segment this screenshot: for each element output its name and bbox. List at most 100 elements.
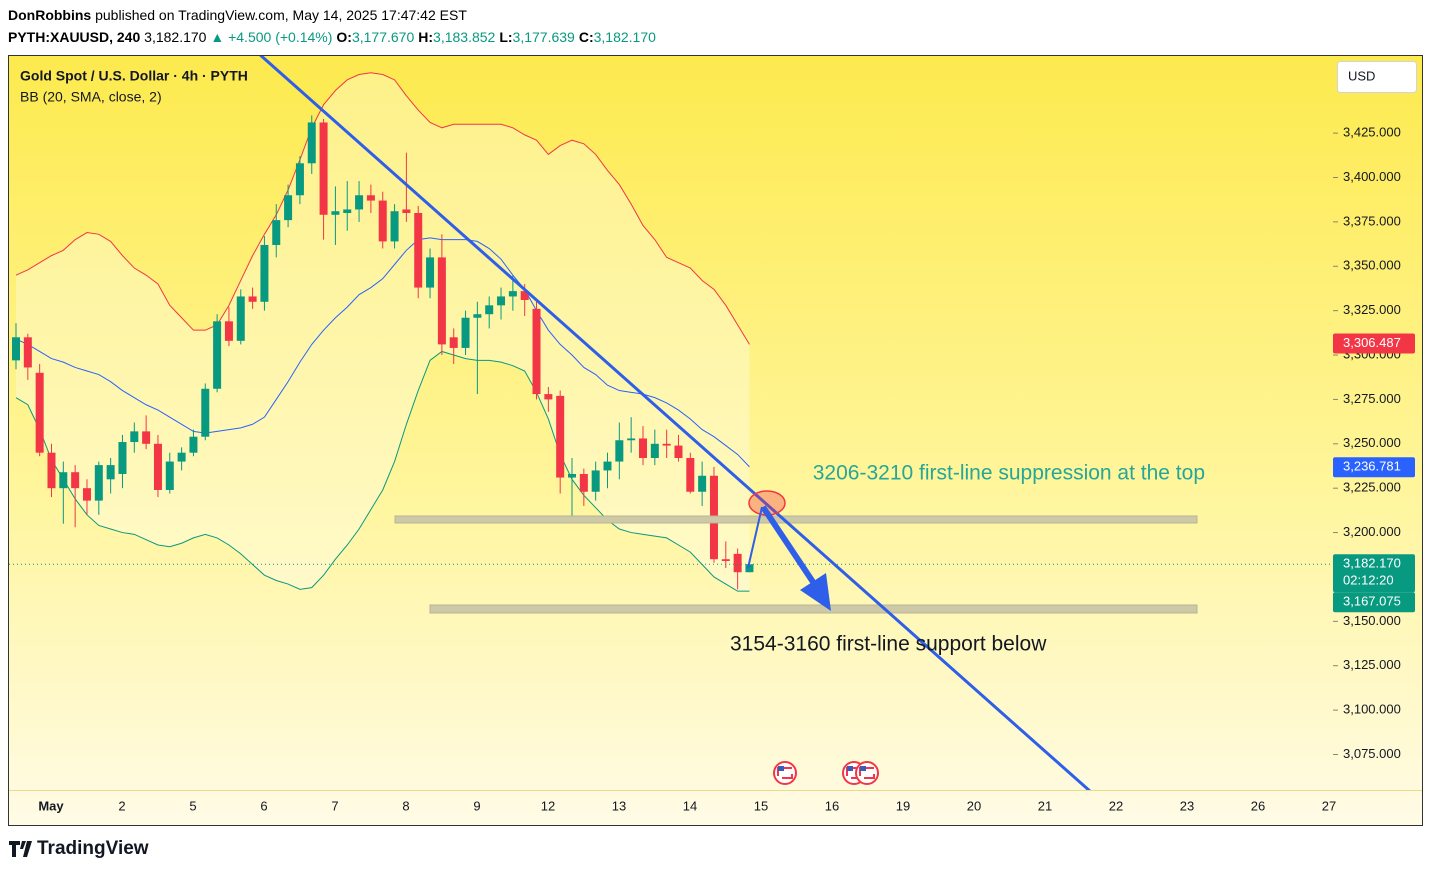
candle-body — [142, 431, 151, 444]
candle-body — [638, 438, 647, 459]
candle-body — [153, 443, 162, 490]
y-tick-label: 3,125.000 — [1343, 657, 1401, 672]
zone — [394, 515, 1198, 524]
band-line — [15, 350, 750, 592]
ohlc-value: 3,183.852 — [433, 29, 495, 45]
chart-title: Gold Spot / U.S. Dollar · 4h · PYTH — [20, 68, 248, 84]
candle-body — [650, 443, 659, 459]
candle-body — [579, 473, 588, 492]
annotation: 3206-3210 first-line suppression at the … — [813, 462, 1205, 485]
candle-body — [390, 211, 399, 242]
candle-body — [343, 209, 352, 214]
candle-body — [12, 337, 20, 361]
currency[interactable]: USD — [1348, 68, 1375, 83]
x-tick-label: 2 — [118, 798, 125, 813]
event-flag-stripes — [859, 767, 875, 779]
candle-body — [686, 458, 695, 492]
candle-body — [106, 465, 115, 480]
candle-body — [35, 372, 44, 453]
candle-body — [745, 564, 754, 573]
zone — [429, 604, 1198, 614]
candle-body — [82, 488, 91, 501]
price-label: 3,306.487 — [1343, 335, 1401, 350]
candle-body — [59, 472, 68, 489]
price-label-box — [1333, 592, 1415, 613]
candle-body — [414, 213, 423, 288]
author: DonRobbins — [8, 7, 91, 23]
trend-line — [259, 56, 1092, 790]
candle-body — [130, 431, 139, 443]
candle-body — [165, 461, 174, 490]
ohlc-label: L: — [499, 29, 512, 45]
candle-body — [71, 472, 80, 489]
candle-body — [236, 296, 245, 341]
candle-body — [331, 211, 340, 215]
ohlc-value: 3,182.170 — [594, 29, 656, 45]
candle-body — [366, 195, 375, 201]
y-tick-label: 3,400.000 — [1343, 169, 1401, 184]
candle-body — [568, 473, 577, 478]
candle-body — [437, 257, 446, 345]
candle-body — [485, 305, 494, 315]
candle-body — [189, 436, 198, 453]
ohlc-value: 3,177.670 — [352, 29, 414, 45]
candle-body — [544, 394, 553, 400]
y-tick-label: 3,075.000 — [1343, 746, 1401, 761]
candle-body — [355, 195, 364, 210]
y-tick-label: 3,150.000 — [1343, 613, 1401, 628]
event-flag-canton — [860, 766, 866, 771]
candle-body — [272, 220, 281, 245]
candle-body — [508, 291, 517, 297]
logo: TradingView — [9, 838, 149, 859]
countdown: 02:12:20 — [1343, 573, 1394, 588]
candle-body — [733, 553, 742, 573]
event-flag-stripes — [777, 767, 793, 779]
price-label: 3,236.781 — [1343, 459, 1401, 474]
band-line — [15, 237, 750, 468]
annotation: 3154-3160 first-line support below — [730, 633, 1047, 656]
arrow-head — [800, 573, 831, 611]
x-tick-label: 7 — [331, 798, 338, 813]
candle-body — [497, 296, 506, 306]
candle-body — [378, 200, 387, 242]
ohlc-value: 3,177.639 — [513, 29, 575, 45]
x-tick-label: 15 — [754, 798, 768, 813]
candle-body — [213, 321, 222, 389]
candle-body — [627, 438, 636, 441]
ohlc-label: H: — [418, 29, 433, 45]
candle-body — [520, 291, 529, 300]
band-fill — [16, 72, 750, 592]
price-label: 3,167.075 — [1343, 594, 1401, 609]
arrow: ▲ — [210, 29, 224, 45]
event-flag-stripes — [846, 767, 862, 779]
y-tick-label: 3,250.000 — [1343, 435, 1401, 450]
y-tick-label: 3,325.000 — [1343, 302, 1401, 317]
candle-body — [94, 465, 103, 501]
currency-button[interactable] — [1337, 61, 1417, 93]
candle-body — [721, 559, 730, 561]
candle-body — [591, 470, 600, 492]
price-label: 3,182.170 — [1343, 556, 1401, 571]
candle-body — [319, 122, 328, 215]
x-tick-label: 19 — [896, 798, 910, 813]
indicator-label: BB (20, SMA, close, 2) — [20, 89, 162, 105]
x-tick-label: 20 — [967, 798, 981, 813]
x-tick-label: 16 — [825, 798, 839, 813]
change: +4.500 (+0.14%) — [228, 29, 332, 45]
path-line — [747, 506, 763, 569]
candle-body — [603, 461, 612, 471]
candle-body — [461, 317, 470, 348]
ohlc-label: C: — [579, 29, 594, 45]
publish-line: DonRobbins published on TradingView.com,… — [8, 7, 467, 23]
x-tick-label: 8 — [402, 798, 409, 813]
logo-text: TradingView — [37, 838, 149, 859]
candle-body — [698, 475, 707, 492]
y-tick-label: 3,100.000 — [1343, 702, 1401, 717]
candle-body — [556, 395, 565, 478]
candle-body — [295, 163, 304, 196]
x-tick-label: 26 — [1251, 798, 1265, 813]
candle-body — [248, 296, 257, 302]
quote-line: PYTH:XAUUSD, 240 3,182.170 ▲ +4.500 (+0.… — [8, 29, 656, 45]
chart-frame — [8, 55, 1423, 826]
